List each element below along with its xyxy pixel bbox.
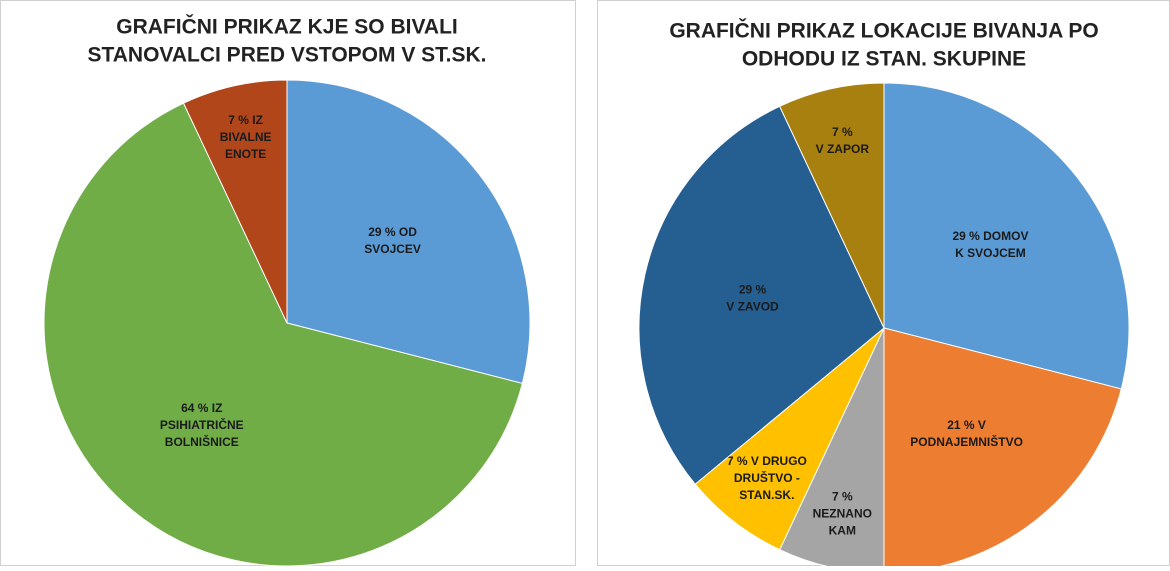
data-label: K SVOJCEM	[955, 246, 1026, 260]
data-label: 21 % V	[947, 418, 986, 432]
data-label: V ZAPOR	[816, 142, 870, 156]
pie-slice	[883, 82, 1130, 390]
chart-title: STANOVALCI PRED VSTOPOM V ST.SK.	[87, 44, 486, 67]
data-label: 29 % OD	[368, 225, 417, 239]
data-label: NEZNANO	[813, 507, 872, 521]
data-label: BIVALNE	[220, 130, 272, 144]
chart-title: GRAFIČNI PRIKAZ KJE SO BIVALI	[116, 15, 457, 39]
pie-slice	[779, 82, 885, 329]
chart-title: ODHODU IZ STAN. SKUPINE	[742, 48, 1026, 71]
data-label: PODNAJEMNIŠTVO	[910, 434, 1023, 449]
data-label: 7 %	[832, 125, 853, 139]
data-label: 29 % DOMOV	[952, 229, 1028, 243]
data-label: 7 % V DRUGO	[727, 454, 807, 468]
pie-slice	[182, 79, 288, 324]
data-label: V ZAVOD	[726, 299, 779, 313]
data-label: 7 %	[832, 490, 853, 504]
chart-title: GRAFIČNI PRIKAZ LOKACIJE BIVANJA PO	[669, 19, 1098, 43]
pie-slice	[638, 105, 885, 485]
data-label: SVOJCEV	[364, 242, 421, 256]
data-label: STAN.SK.	[739, 488, 794, 502]
pie-slice	[694, 327, 885, 551]
data-label: 64 % IZ	[181, 401, 222, 415]
data-label: PSIHIATRIČNE	[160, 417, 244, 432]
data-label: DRUŠTVO -	[734, 470, 800, 485]
data-label: KAM	[829, 524, 856, 538]
data-label: 7 % IZ	[228, 113, 263, 127]
data-label: BOLNIŠNICE	[165, 434, 239, 449]
pie-slice	[43, 102, 523, 567]
data-label: ENOTE	[225, 147, 266, 161]
pie-slice	[286, 79, 531, 385]
data-label: 29 %	[739, 282, 767, 296]
